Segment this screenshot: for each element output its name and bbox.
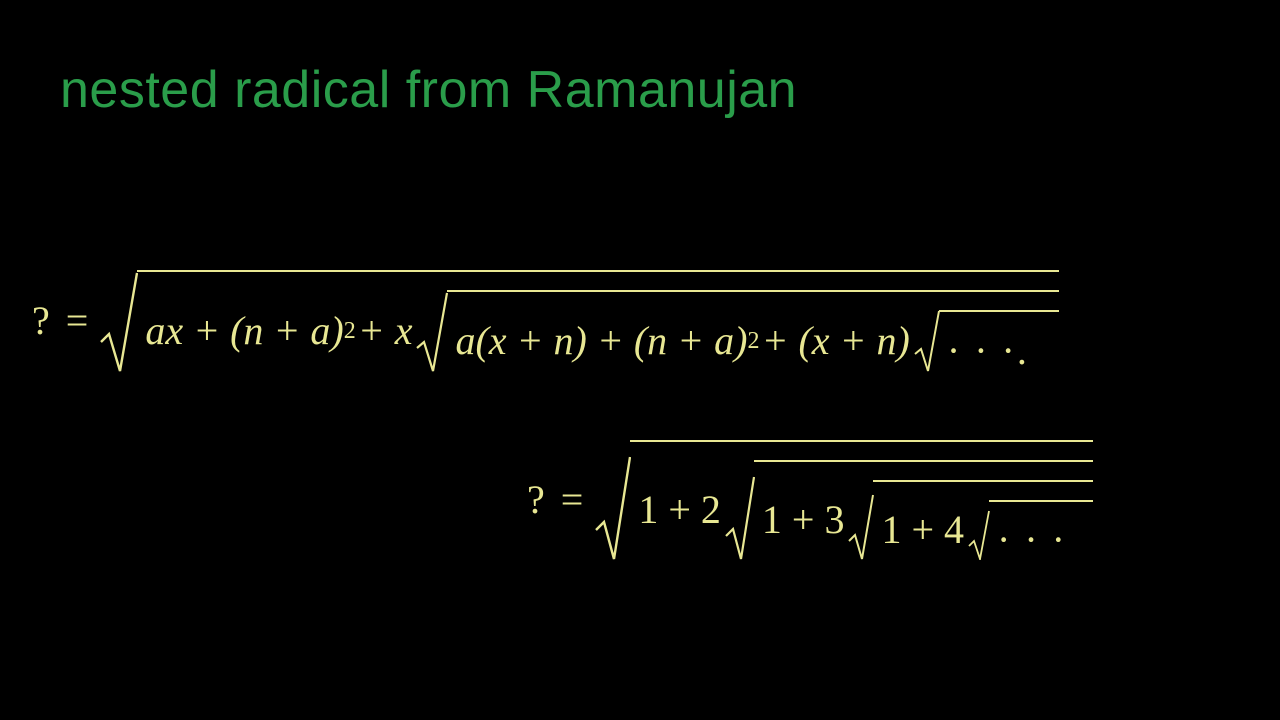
eq2-l2-prefix: 1 + 3 (760, 500, 847, 540)
surd-icon (100, 272, 138, 372)
eq1-radical-3: · · ·. (914, 310, 1059, 372)
eq2-lhs: ? (525, 480, 551, 520)
equals-sign: = (551, 480, 594, 520)
vinculum: ax + (n + a)2 + x a(x + n) + (n + a)2 + … (137, 270, 1059, 372)
vinculum: 1 + 2 1 + 3 (630, 440, 1093, 560)
equation-2: ? = 1 + 2 (525, 440, 1093, 560)
surd-icon (595, 456, 631, 560)
surd-icon (725, 476, 755, 560)
slide-stage: nested radical from Ramanujan ? = ax + (… (0, 0, 1280, 720)
vinculum: 1 + 4 · · · (873, 480, 1093, 560)
surd-icon (416, 292, 448, 372)
eq1-l2-exp: 2 (747, 328, 759, 355)
eq2-l3-prefix: 1 + 4 (879, 510, 966, 550)
eq1-l1-plus: + x (356, 311, 415, 351)
vinculum: a(x + n) + (n + a)2 + (x + n) · · ·. (447, 290, 1058, 372)
trailing-bar (1069, 540, 1093, 541)
surd-icon (848, 494, 874, 560)
equals-sign: = (56, 301, 99, 341)
trailing-bar (1031, 351, 1059, 352)
surd-icon (968, 510, 990, 560)
surd-icon (914, 310, 940, 372)
eq1-l2-plus: + (x + n) (759, 321, 911, 361)
eq2-l1-prefix: 1 + 2 (636, 490, 723, 530)
eq2-continuation: · · · (995, 520, 1069, 560)
eq1-radical-1: ax + (n + a)2 + x a(x + n) + (n + a)2 + … (100, 270, 1059, 372)
vinculum: · · · (989, 500, 1093, 560)
eq1-l1-exp: 2 (344, 318, 356, 345)
eq2-radical-4: · · · (968, 500, 1093, 560)
eq2-radical-1: 1 + 2 1 + 3 (595, 440, 1093, 560)
vinculum: · · ·. (939, 310, 1059, 372)
eq1-continuation: · · ·. (945, 331, 1031, 371)
eq1-lhs: ? (30, 301, 56, 341)
vinculum: 1 + 3 1 + 4 (754, 460, 1093, 560)
equation-1: ? = ax + (n + a)2 + x (30, 270, 1059, 372)
eq1-l2-terms: a(x + n) + (n + a) (453, 321, 749, 361)
eq2-radical-3: 1 + 4 · · · (848, 480, 1093, 560)
eq2-radical-2: 1 + 3 1 + 4 (725, 460, 1093, 560)
slide-title: nested radical from Ramanujan (60, 60, 797, 120)
eq1-radical-2: a(x + n) + (n + a)2 + (x + n) · · ·. (416, 290, 1058, 372)
eq1-l1-terms: ax + (n + a) (143, 311, 345, 351)
